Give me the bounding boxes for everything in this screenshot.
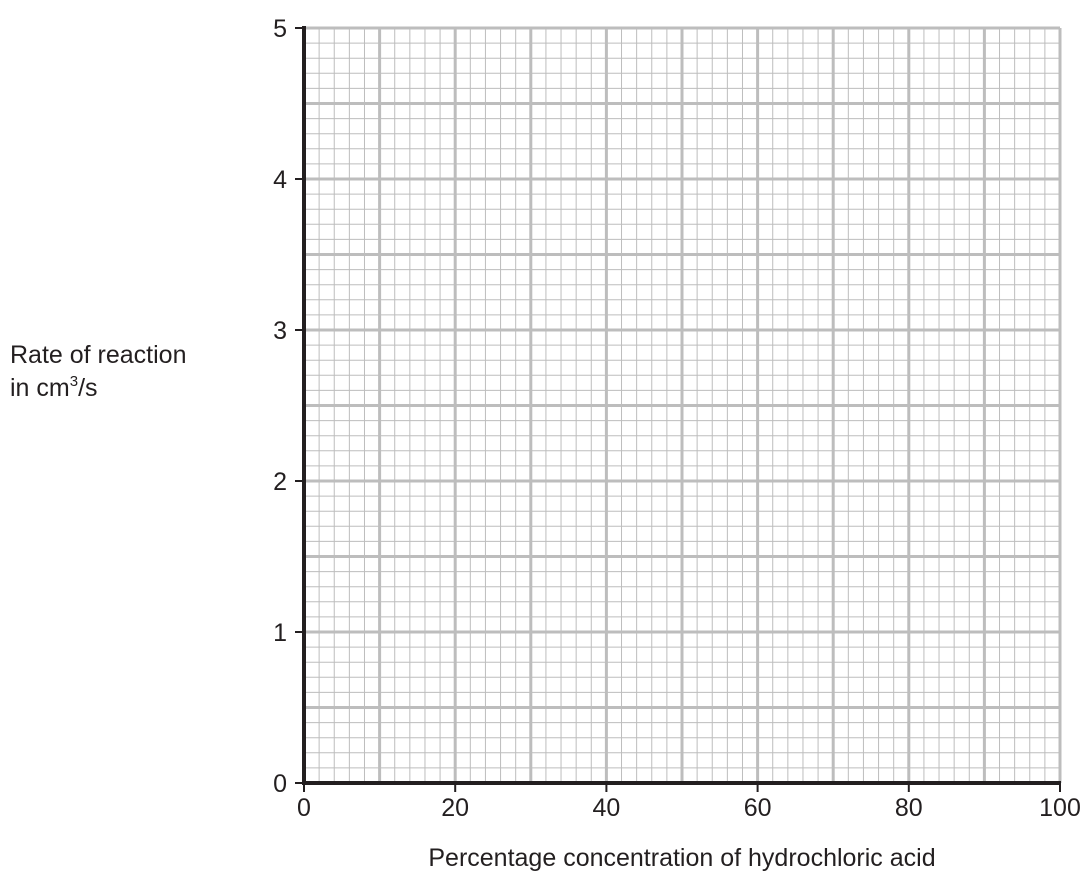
grid <box>302 26 1062 785</box>
x-tick-label: 80 <box>895 794 923 822</box>
tick-labels: 0 20 40 60 80 100 0 1 2 3 4 5 <box>273 15 1081 822</box>
y-axis-title-unit-suffix: /s <box>78 374 97 402</box>
x-tick-label: 100 <box>1039 794 1081 822</box>
x-tick-label: 20 <box>441 794 469 822</box>
y-tick-label: 3 <box>273 317 287 345</box>
ticks <box>295 27 1061 792</box>
y-axis-title-line2: in cm3/s <box>10 373 98 402</box>
y-axis-title-unit-prefix: in cm <box>10 374 70 402</box>
y-axis-title-line1: Rate of reaction <box>10 341 187 369</box>
x-axis-title: Percentage concentration of hydrochloric… <box>428 844 935 872</box>
y-tick-label: 2 <box>273 468 287 496</box>
axes <box>302 26 1061 785</box>
y-tick-label: 4 <box>273 166 287 194</box>
x-tick-label: 40 <box>592 794 620 822</box>
y-tick-label: 1 <box>273 619 287 647</box>
x-tick-label: 0 <box>297 794 311 822</box>
x-tick-label: 60 <box>744 794 772 822</box>
y-tick-label: 5 <box>273 15 287 43</box>
y-axis-title-unit-superscript: 3 <box>70 373 78 390</box>
y-tick-label: 0 <box>273 770 287 798</box>
